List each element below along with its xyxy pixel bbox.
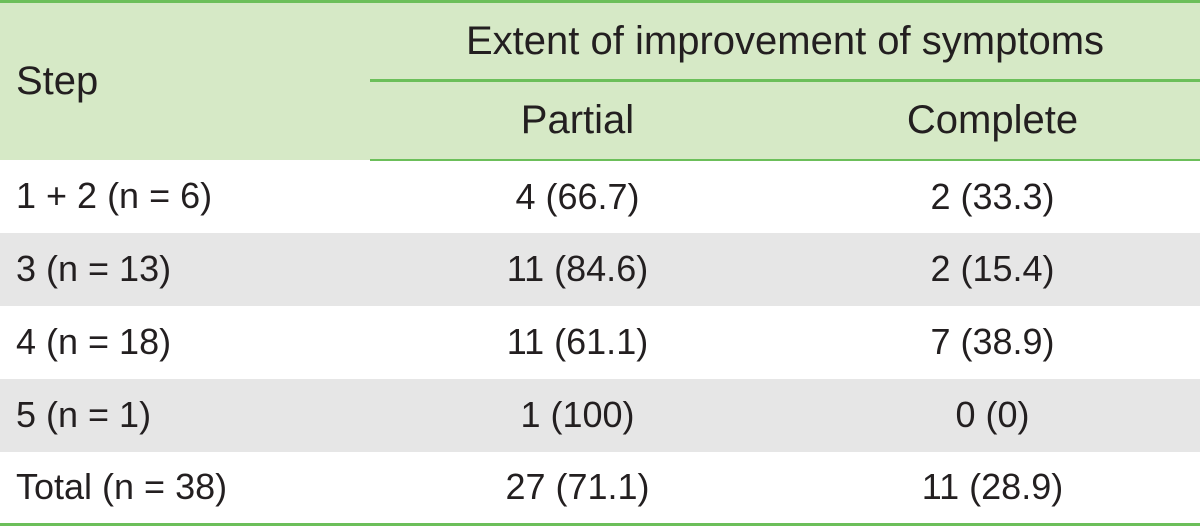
table-row-total: Total (n = 38) 27 (71.1) 11 (28.9) [0,451,1200,526]
complete-cell: 11 (28.9) [785,451,1200,526]
header-row-group: Step Extent of improvement of symptoms [0,0,1200,160]
partial-cell: 27 (71.1) [370,451,785,526]
step-cell: 4 (n = 18) [16,321,172,362]
improvement-group-header: Extent of improvement of symptoms [370,0,1200,82]
complete-cell: 2 (15.4) [785,232,1200,306]
complete-cell: 2 (33.3) [930,175,1055,217]
partial-cell: 4 (66.7) [515,175,640,217]
partial-column-header: Partial [370,80,785,161]
header-row-sub: Partial Complete [0,80,1200,161]
table-row: 1 + 2 (n = 6) 4 (66.7) 2 (33.3) [0,160,1200,233]
complete-cell: 0 (0) [785,378,1200,452]
table-body: 1 + 2 (n = 6) 4 (66.7) 2 (33.3) 3 (n = 1… [0,160,1200,526]
table-row: 4 (n = 18) 11 (61.1) 7 (38.9) [0,306,1200,379]
partial-cell: 11 (84.6) [370,232,785,306]
partial-cell: 11 (61.1) [506,321,649,362]
step-cell: 1 + 2 (n = 6) [16,175,213,216]
step-cell: 3 (n = 13) [0,232,370,306]
step-column-header: Step [0,0,370,160]
partial-cell: 1 (100) [370,378,785,452]
complete-column-header: Complete [785,80,1200,161]
table-row: 5 (n = 1) 1 (100) 0 (0) [0,378,1200,452]
table-header: Step Extent of improvement of symptoms P… [0,0,1200,161]
complete-cell: 7 (38.9) [930,321,1055,362]
table-row: 3 (n = 13) 11 (84.6) 2 (15.4) [0,232,1200,306]
step-cell: Total (n = 38) [0,451,370,526]
step-cell: 5 (n = 1) [0,378,370,452]
